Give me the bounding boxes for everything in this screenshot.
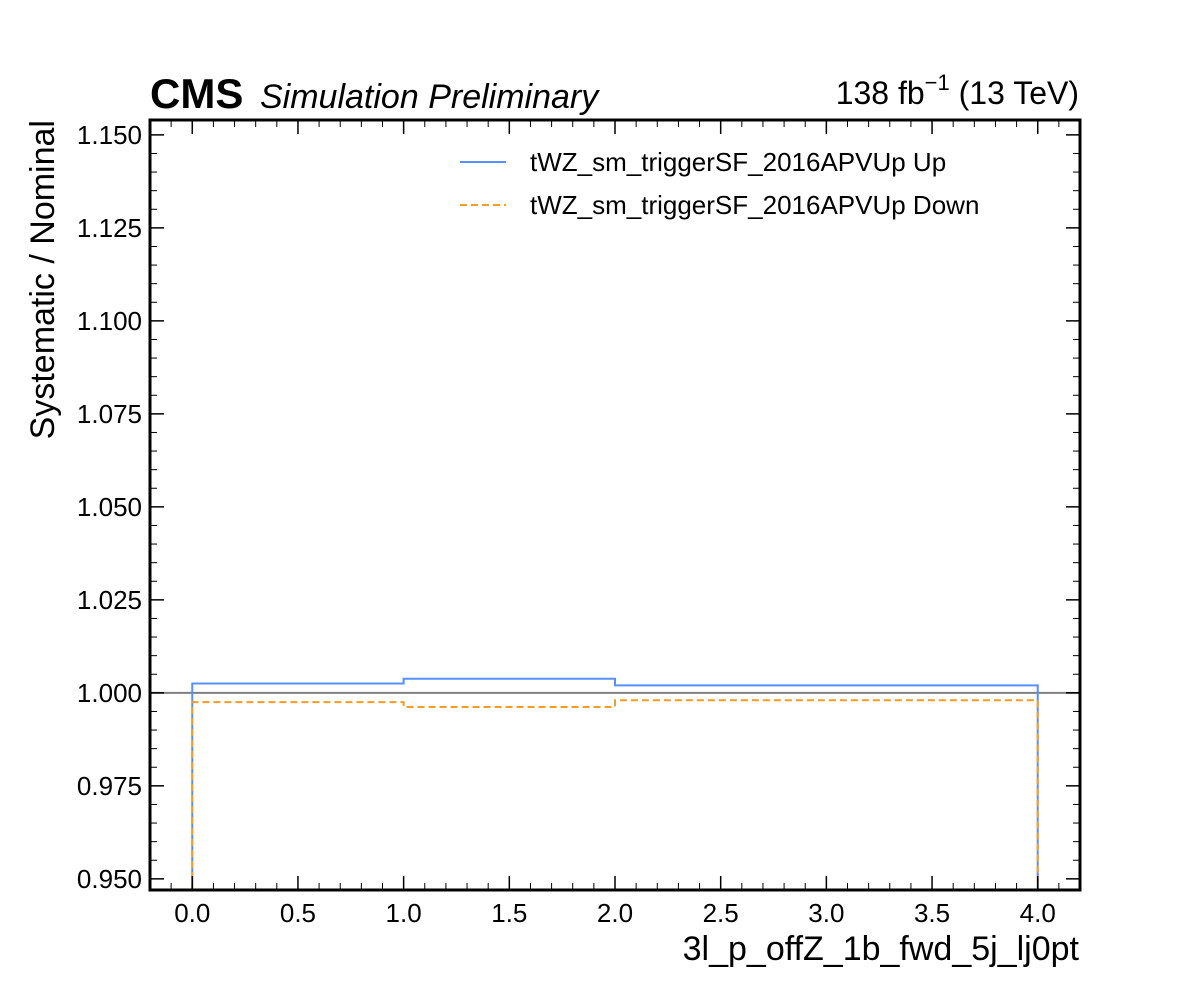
y-tick-label: 1.000	[77, 678, 142, 708]
simulation-preliminary-label: Simulation Preliminary	[260, 78, 600, 116]
x-tick-label: 3.5	[914, 898, 950, 928]
y-tick-label: 0.950	[77, 864, 142, 894]
x-tick-label: 3.0	[808, 898, 844, 928]
x-tick-label: 0.5	[280, 898, 316, 928]
y-tick-label: 1.125	[77, 213, 142, 243]
series-1-step-line	[191, 699, 1039, 890]
series-0-step-line	[191, 677, 1039, 890]
y-tick-label: 1.150	[77, 120, 142, 150]
x-tick-label: 4.0	[1020, 898, 1056, 928]
lumi-energy: (13 TeV)	[950, 75, 1079, 111]
x-tick-label: 2.0	[597, 898, 633, 928]
y-axis-title: Systematic / Nominal	[24, 120, 62, 439]
x-axis-title: 3l_p_offZ_1b_fwd_5j_lj0pt	[683, 930, 1080, 968]
y-tick-label: 0.975	[77, 771, 142, 801]
x-tick-label: 1.5	[491, 898, 527, 928]
y-tick-label: 1.100	[77, 306, 142, 336]
legend-label-0: tWZ_sm_triggerSF_2016APVUp Up	[530, 147, 946, 177]
y-tick-label: 1.075	[77, 399, 142, 429]
series-layer	[191, 677, 1039, 890]
luminosity-label: 138 fb−1 (13 TeV)	[836, 70, 1079, 111]
y-tick-label: 1.050	[77, 492, 142, 522]
lumi-exponent: −1	[925, 70, 950, 95]
y-tick-label: 1.025	[77, 585, 142, 615]
ticks-layer: 0.0 0.5 1.0 1.5 2.0 2.5 3.0 3.5 4.0 0.950 0.975 1.0…	[77, 120, 1080, 928]
cms-label: CMS	[150, 70, 243, 117]
x-tick-label: 2.5	[703, 898, 739, 928]
x-tick-label: 0.0	[174, 898, 210, 928]
x-tick-label: 1.0	[386, 898, 422, 928]
legend-label-1: tWZ_sm_triggerSF_2016APVUp Down	[530, 190, 979, 220]
plot-frame	[148, 118, 1082, 892]
legend: tWZ_sm_triggerSF_2016APVUp Up tWZ_sm_trig…	[460, 147, 979, 220]
lumi-value: 138 fb	[836, 75, 925, 111]
